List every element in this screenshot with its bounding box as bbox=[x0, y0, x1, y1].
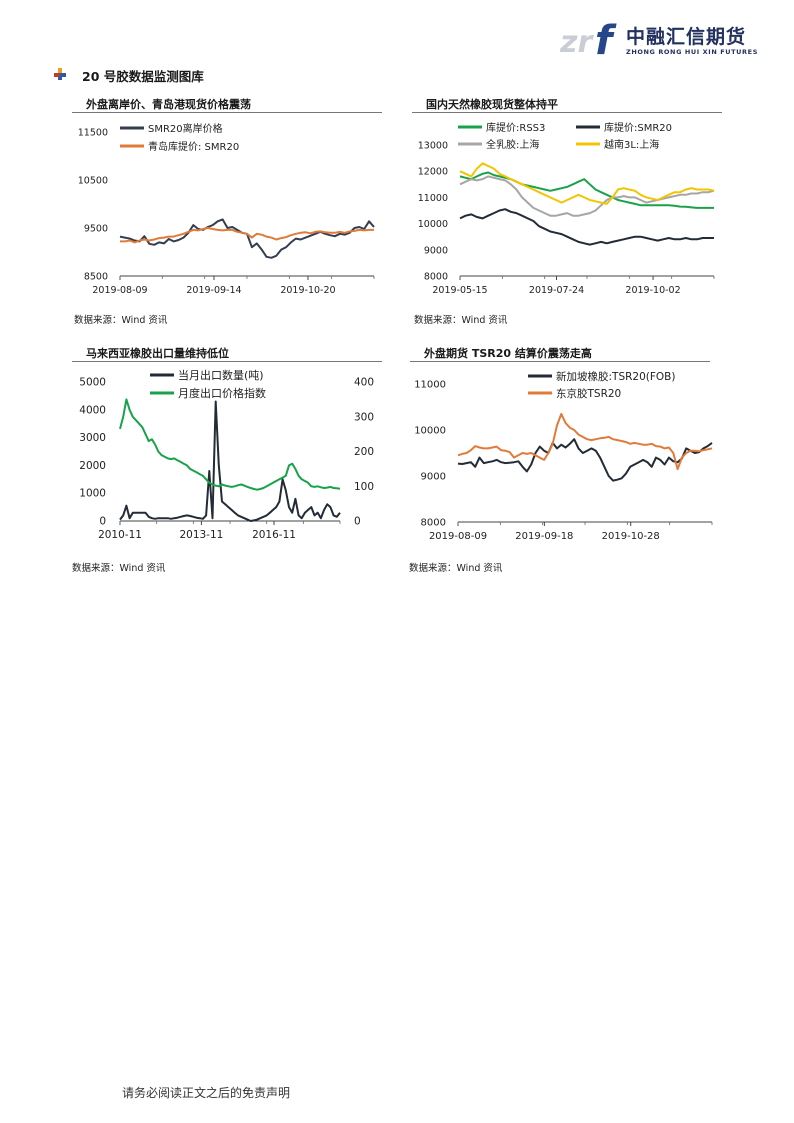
legend-label: 库提价:SMR20 bbox=[604, 121, 672, 134]
y2-tick-label: 100 bbox=[354, 481, 374, 493]
x-tick-label: 2019-07-24 bbox=[529, 285, 584, 296]
legend-label: 库提价:RSS3 bbox=[486, 121, 545, 134]
company-logo: zr f 中融汇信期货 ZHONG RONG HUI XIN FUTURES bbox=[560, 18, 757, 62]
legend-label: 全乳胶:上海 bbox=[486, 138, 539, 151]
legend-label: 新加坡橡胶:TSR20(FOB) bbox=[556, 370, 675, 383]
y-tick-label: 5000 bbox=[79, 377, 106, 389]
legend-label: 越南3L:上海 bbox=[604, 138, 659, 151]
x-tick-label: 2013-11 bbox=[179, 529, 223, 541]
x-tick-label: 2019-10-28 bbox=[602, 531, 660, 542]
series-line bbox=[459, 208, 714, 246]
x-tick-label: 2019-08-09 bbox=[429, 531, 487, 542]
y-tick-label: 11500 bbox=[78, 128, 108, 139]
legend-label: 月度出口价格指数 bbox=[178, 386, 266, 400]
x-tick-label: 2019-05-15 bbox=[432, 285, 487, 296]
legend-label: 青岛库提价: SMR20 bbox=[148, 140, 239, 153]
chart-source-note: 数据来源：Wind 资讯 bbox=[409, 563, 503, 574]
chart-offshore-price: 11500 10500 9500 8500 2019-08-09 2019-09-14 20… bbox=[78, 122, 375, 296]
x-tick-label: 2019-10-20 bbox=[280, 285, 335, 296]
chart-title: 外盘离岸价、青岛港现货价格震荡 bbox=[86, 98, 251, 111]
legend-label: 当月出口数量(吨) bbox=[178, 368, 264, 382]
chart-panel-malaysia-export: 马来西亚橡胶出口量维持低位 5000 4000 3000 2000 1000 0 400 30… bbox=[72, 345, 382, 550]
y-tick-label: 8000 bbox=[424, 272, 448, 283]
y-tick-label: 10000 bbox=[414, 426, 446, 437]
series-line bbox=[120, 227, 374, 244]
series-line bbox=[119, 400, 341, 522]
y-tick-label: 3000 bbox=[79, 432, 106, 444]
series-line bbox=[457, 438, 713, 482]
legend-label: 东京胶TSR20 bbox=[556, 387, 621, 400]
title-divider bbox=[72, 361, 382, 362]
y-tick-label: 10000 bbox=[418, 219, 448, 230]
chart-panel-domestic-spot: 国内天然橡胶现货整体持平 13000 12000 11000 10000 9000 800… bbox=[412, 96, 722, 296]
y-tick-label: 13000 bbox=[418, 141, 448, 152]
chart-malaysia-export: 50004000300020001000040030020010002010-1… bbox=[79, 368, 374, 541]
y-tick-label: 11000 bbox=[418, 193, 448, 204]
chart-source-note: 数据来源：Wind 资讯 bbox=[414, 315, 508, 326]
y-tick-label: 9500 bbox=[84, 224, 108, 235]
title-divider bbox=[72, 112, 382, 113]
y-tick-label: 0 bbox=[99, 516, 106, 528]
series-line bbox=[119, 398, 341, 491]
y2-tick-label: 0 bbox=[354, 516, 361, 528]
section-marker-icon bbox=[54, 68, 66, 80]
x-tick-label: 2016-11 bbox=[252, 529, 296, 541]
y-tick-label: 11000 bbox=[414, 380, 446, 391]
title-divider bbox=[410, 361, 710, 362]
chart-tsr20-futures: 11000 10000 9000 8000 2019-08-09 2019-09-18 20… bbox=[414, 370, 713, 542]
x-tick-label: 2019-08-09 bbox=[92, 285, 147, 296]
chart-title: 国内天然橡胶现货整体持平 bbox=[426, 98, 558, 111]
series-line bbox=[459, 175, 715, 217]
zrf-logo-icon: zr f bbox=[560, 18, 617, 62]
x-tick-label: 2019-09-18 bbox=[515, 531, 573, 542]
legend-label: SMR20离岸价格 bbox=[148, 122, 223, 135]
chart-source-note: 数据来源：Wind 资讯 bbox=[72, 563, 166, 574]
logo-english-name: ZHONG RONG HUI XIN FUTURES bbox=[626, 48, 758, 56]
disclaimer-footer: 请务必阅读正文之后的免责声明 bbox=[122, 1086, 291, 1100]
y-tick-label: 8000 bbox=[421, 518, 446, 529]
y-tick-label: 2000 bbox=[79, 460, 106, 472]
x-tick-label: 2010-11 bbox=[98, 529, 142, 541]
y2-tick-label: 200 bbox=[354, 446, 374, 458]
y-tick-label: 9000 bbox=[421, 472, 446, 483]
title-divider bbox=[412, 112, 722, 113]
chart-title: 马来西亚橡胶出口量维持低位 bbox=[86, 347, 229, 360]
chart-panel-tsr20-futures: 外盘期货 TSR20 结算价震荡走高 11000 10000 9000 8000 201… bbox=[410, 345, 713, 550]
series-line bbox=[459, 171, 714, 209]
x-tick-label: 2019-10-02 bbox=[625, 285, 680, 296]
chart-title: 外盘期货 TSR20 结算价震荡走高 bbox=[424, 347, 592, 360]
chart-source-note: 数据来源：Wind 资讯 bbox=[74, 315, 168, 326]
y-tick-label: 10500 bbox=[78, 176, 108, 187]
svg-text:f: f bbox=[595, 18, 617, 62]
y2-tick-label: 400 bbox=[354, 377, 374, 389]
y2-tick-label: 300 bbox=[354, 411, 374, 423]
section-title: 20 号胶数据监测图库 bbox=[82, 69, 204, 84]
logo-chinese-name: 中融汇信期货 bbox=[626, 26, 747, 48]
series-line bbox=[459, 162, 715, 205]
y-tick-label: 1000 bbox=[79, 488, 106, 500]
y-tick-label: 9000 bbox=[424, 245, 448, 256]
y-tick-label: 4000 bbox=[79, 404, 106, 416]
x-tick-label: 2019-09-14 bbox=[186, 285, 241, 296]
chart-panel-offshore-price: 外盘离岸价、青岛港现货价格震荡 11500 10500 9500 8500 2019-0… bbox=[72, 96, 382, 296]
chart-domestic-spot: 13000 12000 11000 10000 9000 8000 2019-05-15 20… bbox=[418, 121, 715, 296]
y-tick-label: 12000 bbox=[418, 167, 448, 178]
y-tick-label: 8500 bbox=[84, 272, 108, 283]
series-line bbox=[457, 412, 713, 471]
svg-text:zr: zr bbox=[560, 25, 594, 60]
